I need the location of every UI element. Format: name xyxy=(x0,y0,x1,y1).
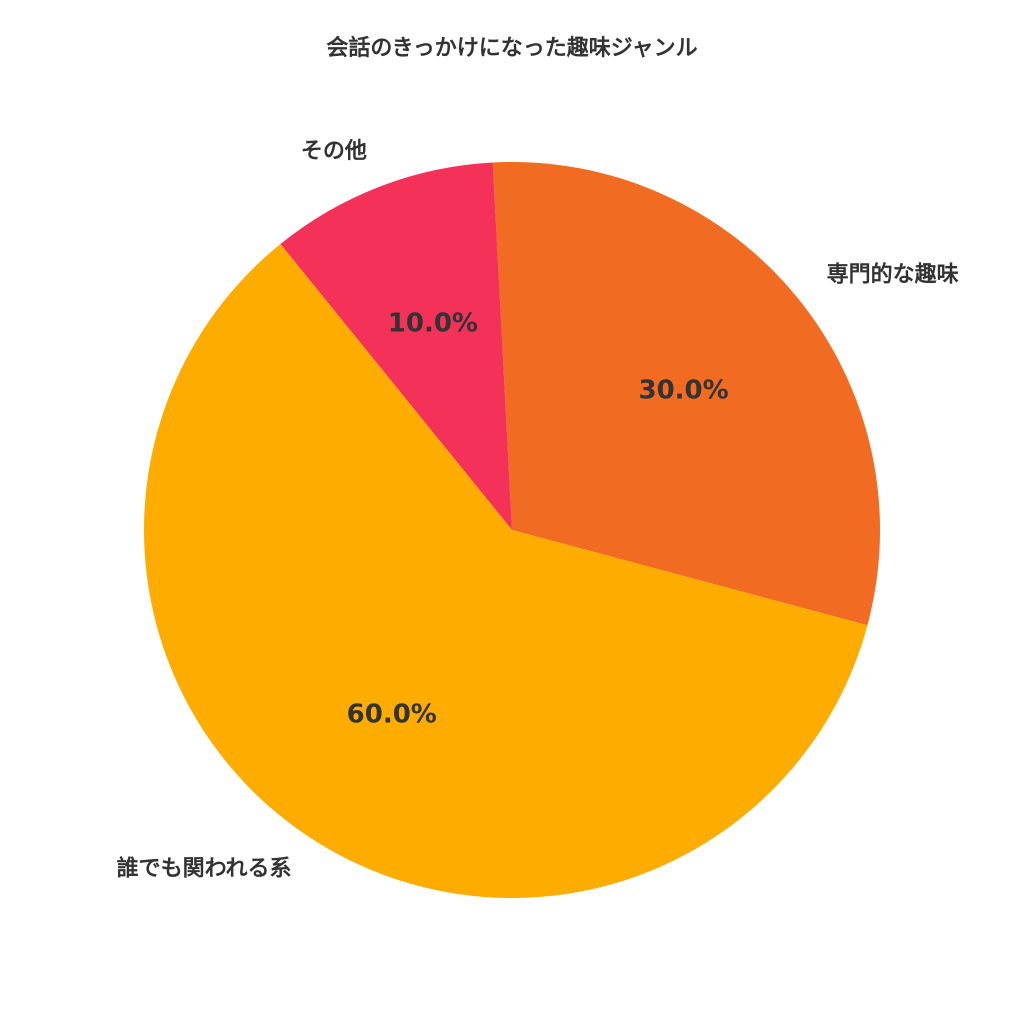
slice-percent-label: 10.0% xyxy=(388,308,478,338)
pie-slice xyxy=(280,162,512,530)
pie-slice xyxy=(492,162,880,626)
chart-title: 会話のきっかけになった趣味ジャンル xyxy=(326,35,697,61)
slice-percent-label: 30.0% xyxy=(638,376,728,406)
pie-slices xyxy=(143,162,880,899)
pie-slice xyxy=(143,244,868,899)
slice-category-label: その他 xyxy=(301,139,367,164)
slice-category-label: 誰でも関われる系 xyxy=(117,855,292,881)
pie-labels: 専門的な趣味 30.0% その他 10.0% 誰でも関われる系 60.0% xyxy=(117,139,959,881)
slice-percent-label: 60.0% xyxy=(347,700,437,730)
slice-category-label: 専門的な趣味 xyxy=(827,261,959,287)
